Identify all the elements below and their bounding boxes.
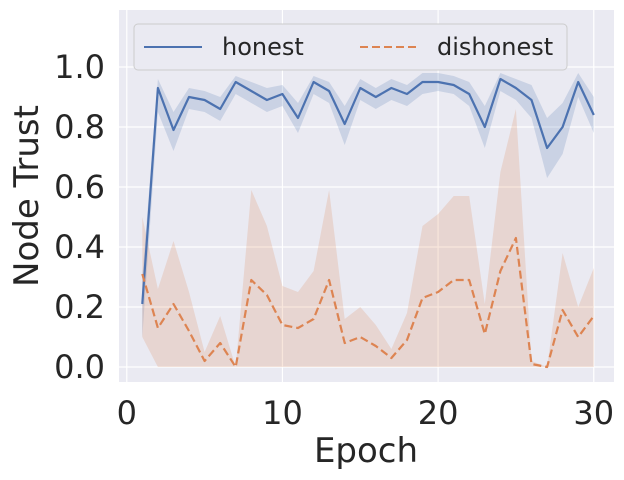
legend: honest dishonest — [133, 23, 568, 71]
x-tick-label: 30 — [573, 394, 614, 432]
x-tick-label: 20 — [418, 394, 459, 432]
legend-box — [133, 23, 568, 71]
plot-area — [119, 10, 614, 382]
y-tick-label: 0.2 — [54, 288, 105, 326]
series-line-dishonest — [141, 236, 595, 369]
y-tick-label: 0.0 — [54, 348, 105, 386]
x-tick-label: 10 — [262, 394, 303, 432]
y-tick-label: 0.6 — [54, 168, 105, 206]
y-axis-label: Node Trust — [7, 105, 47, 287]
x-tick-label: 0 — [117, 394, 137, 432]
y-tick-label: 0.4 — [54, 228, 105, 266]
legend-label-dishonest: dishonest — [437, 33, 553, 61]
y-tick-label: 0.8 — [54, 108, 105, 146]
y-tick-label: 1.0 — [54, 48, 105, 86]
x-axis-label: Epoch — [314, 431, 418, 471]
x-axis-ticks: 0 10 20 30 — [117, 394, 615, 432]
legend-label-honest: honest — [222, 33, 304, 61]
y-axis-ticks: 0.0 0.2 0.4 0.6 0.8 1.0 — [54, 48, 105, 386]
confidence-band-dishonest — [142, 109, 594, 367]
series-line-honest — [141, 77, 595, 305]
series-lines — [141, 77, 595, 369]
